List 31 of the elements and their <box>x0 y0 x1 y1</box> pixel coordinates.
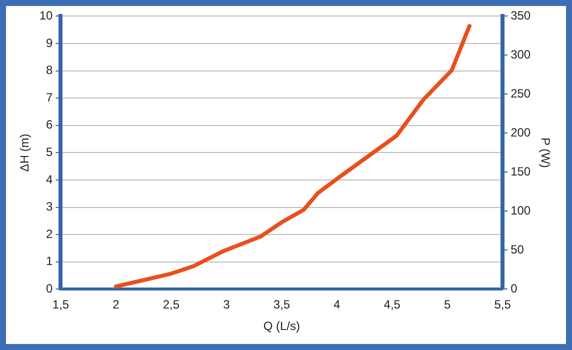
y-tick-label: 3 <box>46 200 54 214</box>
x-tick-label: 2,5 <box>162 298 180 312</box>
y2-tick-label: 250 <box>510 86 531 101</box>
x-tick-label: 2 <box>112 298 120 312</box>
y-tick-label: 8 <box>46 63 54 78</box>
y2-tick-label: 150 <box>510 164 531 179</box>
y2-tick-label: 300 <box>510 48 531 62</box>
x-tick-label: 5,5 <box>494 298 512 312</box>
x-tick-label: 1,5 <box>52 298 70 312</box>
y2-tick-label: 200 <box>510 126 531 140</box>
y-tick-label: 4 <box>46 172 54 186</box>
y2-tick-label: 0 <box>510 282 518 296</box>
y2-tick-label: 100 <box>510 204 531 218</box>
y-tick-label: 5 <box>46 145 54 160</box>
y-axis-title: ΔH (m) <box>18 134 32 172</box>
y-tick-label: 6 <box>46 118 54 132</box>
x-tick-label: 4,5 <box>384 298 401 312</box>
y2-tick-label: 350 <box>510 8 531 23</box>
y-tick-label: 9 <box>46 36 54 50</box>
x-tick-label: 3 <box>223 298 230 312</box>
y-tick-label: 0 <box>46 282 54 296</box>
y2-tick-label: 50 <box>510 242 524 257</box>
x-axis-title: Q (L/s) <box>263 319 300 334</box>
y-tick-label: 1 <box>46 254 54 268</box>
x-tick-label: 3,5 <box>273 298 290 312</box>
x-tick-label: 5 <box>444 298 452 312</box>
y2-axis-title: P (W) <box>538 137 552 168</box>
y-tick-label: 7 <box>46 90 54 104</box>
x-tick-label: 4 <box>334 298 341 312</box>
y-tick-label: 10 <box>39 8 54 23</box>
y-tick-label: 2 <box>46 226 54 241</box>
